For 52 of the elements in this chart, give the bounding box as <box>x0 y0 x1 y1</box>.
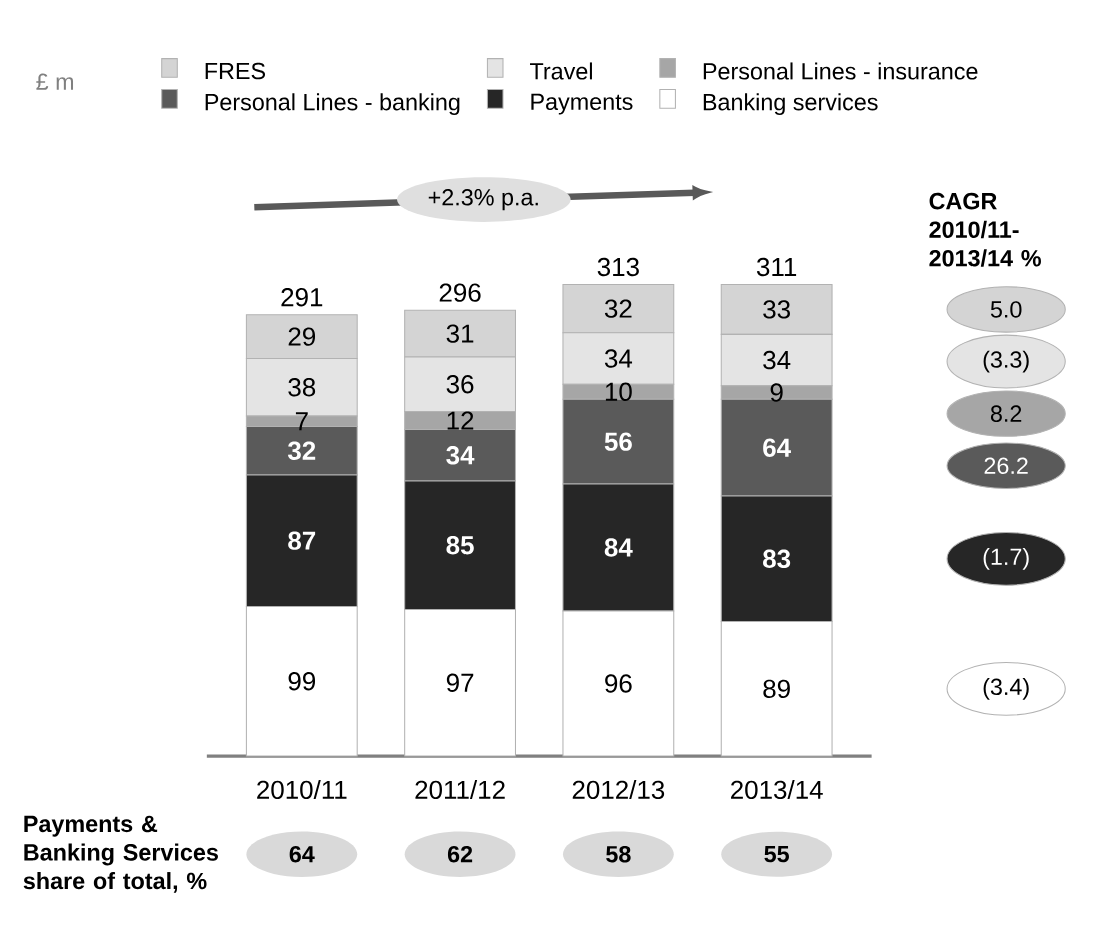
data-label: 64 <box>763 438 791 457</box>
data-label: 34 <box>446 446 475 465</box>
text: Payments & Banking Services share of total, % <box>23 815 218 893</box>
x-tick-label: 2011/12 <box>415 779 505 800</box>
text: 26.2 <box>984 457 1028 475</box>
text: £ m <box>36 73 74 90</box>
total-label: 313 <box>597 257 639 277</box>
total-label: 311 <box>756 257 797 277</box>
text: 8.2 <box>990 405 1022 422</box>
data-label: 99 <box>288 672 316 691</box>
data-label: 33 <box>763 300 790 319</box>
data-label: 9 <box>770 383 783 402</box>
data-label: 12 <box>447 411 474 430</box>
legend-label: Payments <box>531 93 633 115</box>
data-label: 87 <box>288 531 316 550</box>
text: CAGR 2010/11-2013/14 % <box>929 192 1041 267</box>
data-label: 36 <box>446 375 474 394</box>
total-label: 296 <box>439 283 481 302</box>
data-label: 84 <box>604 538 633 557</box>
data-label: 31 <box>446 324 474 343</box>
legend-label: Personal Lines - banking <box>205 93 460 116</box>
text: 5.0 <box>990 301 1022 318</box>
text: (3.4) <box>983 677 1029 700</box>
legend-label: Banking services <box>703 93 878 116</box>
text: 58 <box>606 845 631 863</box>
data-label: 7 <box>295 412 308 431</box>
text: (3.3) <box>983 350 1029 373</box>
legend-label: Travel <box>530 62 592 80</box>
data-label: 56 <box>604 432 632 451</box>
total-label: 291 <box>281 288 323 307</box>
x-tick-label: 2010/11 <box>257 779 347 800</box>
data-label: 29 <box>288 327 316 346</box>
data-label: 32 <box>287 441 316 460</box>
text: 62 <box>447 845 473 863</box>
x-tick-label: 2013/14 <box>731 779 823 800</box>
data-label: 96 <box>605 674 632 693</box>
data-label: 10 <box>605 382 632 401</box>
data-label: 97 <box>446 673 474 692</box>
data-label: 34 <box>763 350 791 370</box>
data-label: 89 <box>763 679 790 699</box>
legend-label: FRES <box>205 62 266 80</box>
text: (1.7) <box>983 547 1029 570</box>
x-tick-label: 2012/13 <box>572 779 665 800</box>
data-label: 85 <box>446 536 474 555</box>
data-label: 83 <box>763 549 791 569</box>
text: +2.3% p.a. <box>428 189 538 211</box>
data-label: 32 <box>604 299 632 318</box>
data-label: 34 <box>604 349 633 368</box>
text: 55 <box>764 846 789 863</box>
legend-label: Personal Lines - insurance <box>703 62 978 80</box>
text: 64 <box>289 845 315 863</box>
data-label: 38 <box>288 378 316 397</box>
